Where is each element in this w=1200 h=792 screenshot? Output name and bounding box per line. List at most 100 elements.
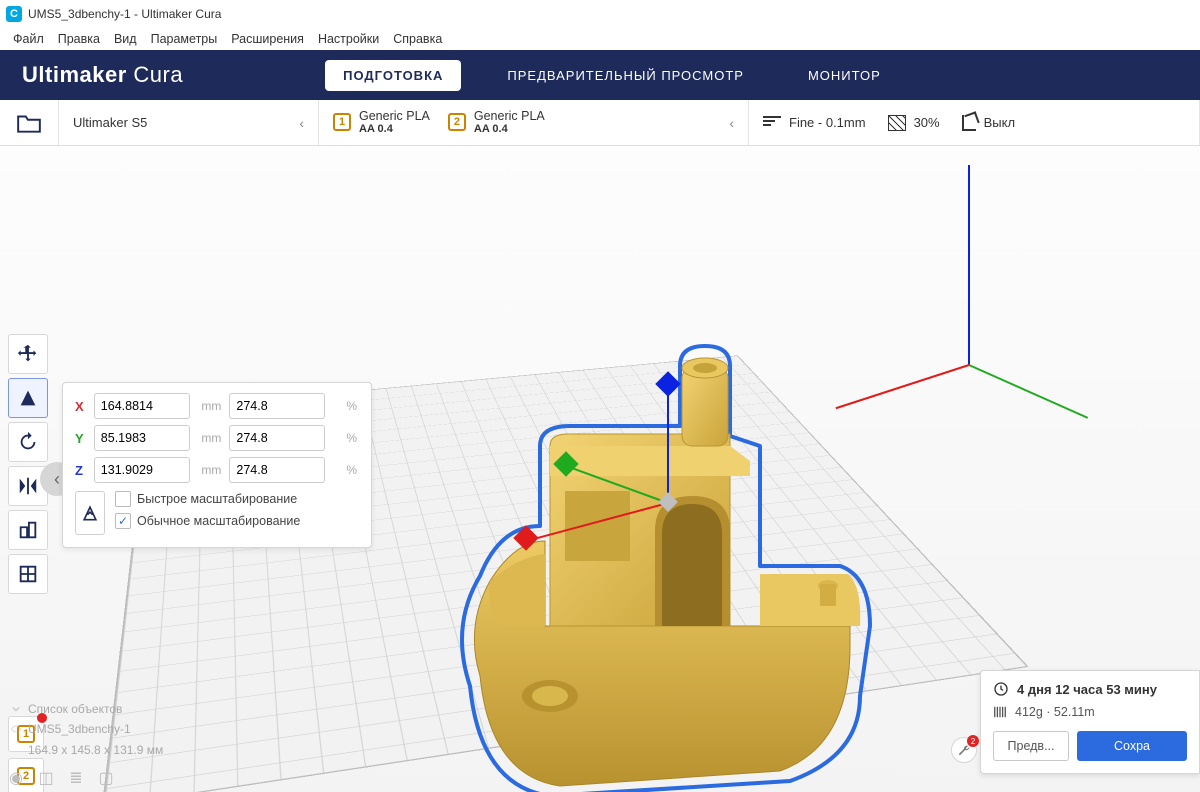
scale-y-mm-input[interactable]: [94, 425, 190, 451]
view-solid-icon[interactable]: ◉: [8, 770, 24, 786]
scale-row-x: X mm %: [75, 393, 359, 419]
tool-per-model[interactable]: [8, 510, 48, 550]
axis-z-icon: [968, 165, 970, 365]
unit-mm: mm: [196, 463, 224, 477]
open-file-button[interactable]: [0, 100, 59, 145]
menu-settings[interactable]: Параметры: [144, 30, 225, 48]
scale-y-pct-input[interactable]: [229, 425, 325, 451]
brand-logo: Ultimaker Cura: [0, 62, 205, 88]
view-front-icon[interactable]: ▢: [98, 770, 114, 786]
origin-axes: [969, 364, 970, 365]
extruder-1[interactable]: 1 Generic PLA AA 0.4: [333, 109, 430, 136]
scale-row-z: Z mm %: [75, 457, 359, 483]
menubar: Файл Правка Вид Параметры Расширения Нас…: [0, 28, 1200, 50]
extruder-badge-1: 1: [333, 113, 351, 131]
brandbar: Ultimaker Cura ПОДГОТОВКА ПРЕДВАРИТЕЛЬНЫ…: [0, 50, 1200, 100]
extruder-selector[interactable]: 1 Generic PLA AA 0.4 2 Generic PLA AA 0.…: [319, 100, 749, 145]
infill-label: 30%: [914, 115, 940, 130]
gizmo-z-axis[interactable]: [667, 383, 669, 503]
custom-settings-button[interactable]: 2: [951, 737, 977, 763]
object-dimensions: 164.9 x 145.8 x 131.9 мм: [10, 740, 163, 760]
tool-move[interactable]: [8, 334, 48, 374]
chevron-icon: [10, 703, 22, 715]
extruder-1-material: Generic PLA: [359, 109, 430, 123]
checkbox-checked-icon: ✓: [115, 513, 131, 529]
extruder-2-core: AA 0.4: [474, 123, 545, 136]
infill-icon: [888, 115, 906, 131]
stage-tabs: ПОДГОТОВКА ПРЕДВАРИТЕЛЬНЫЙ ПРОСМОТР МОНИ…: [325, 60, 899, 91]
material-usage: 412g · 52.11m: [1015, 705, 1095, 719]
object-list-header[interactable]: Список объектов: [10, 699, 163, 719]
scale-x-pct-input[interactable]: [229, 393, 325, 419]
titlebar: C UMS5_3dbenchy-1 - Ultimaker Cura: [0, 0, 1200, 28]
unit-pct: %: [331, 463, 359, 477]
object-list-item[interactable]: UMS5_3dbenchy-1: [10, 719, 163, 739]
window-title: UMS5_3dbenchy-1 - Ultimaker Cura: [28, 7, 221, 21]
menu-preferences[interactable]: Настройки: [311, 30, 386, 48]
snap-scaling-label: Быстрое масштабирование: [137, 492, 297, 506]
scale-x-mm-input[interactable]: [94, 393, 190, 419]
menu-file[interactable]: Файл: [6, 30, 51, 48]
layer-height-icon: [763, 116, 781, 130]
extruder-2[interactable]: 2 Generic PLA AA 0.4: [448, 109, 545, 136]
support-icon: [962, 115, 976, 131]
badge-count: 2: [967, 735, 979, 747]
viewport-3d[interactable]: ‹ 1 2 X mm % Y mm % Z mm %: [0, 146, 1200, 792]
scale-row-y: Y mm %: [75, 425, 359, 451]
printer-selector[interactable]: Ultimaker S5 ‹: [59, 100, 319, 145]
print-settings[interactable]: Fine - 0.1mm 30% Выкл: [749, 100, 1200, 145]
chevron-left-icon: ‹: [299, 115, 304, 131]
clock-icon: [993, 681, 1009, 697]
tab-preview[interactable]: ПРЕДВАРИТЕЛЬНЫЙ ПРОСМОТР: [489, 60, 762, 91]
print-time: 4 дня 12 часа 53 мину: [1017, 682, 1157, 697]
extruder-2-material: Generic PLA: [474, 109, 545, 123]
preview-button[interactable]: Предв...: [993, 731, 1069, 761]
tab-prepare[interactable]: ПОДГОТОВКА: [325, 60, 461, 91]
stagebar: Ultimaker S5 ‹ 1 Generic PLA AA 0.4 2 Ge…: [0, 100, 1200, 146]
axis-label-z: Z: [75, 463, 88, 478]
model-3dbenchy[interactable]: [430, 326, 890, 792]
view-layer-icon[interactable]: ≣: [68, 770, 84, 786]
slice-info-panel: 2 4 дня 12 часа 53 мину 412g · 52.11m Пр…: [980, 670, 1200, 774]
printer-name: Ultimaker S5: [73, 115, 147, 130]
unit-pct: %: [331, 431, 359, 445]
save-button[interactable]: Сохра: [1077, 731, 1187, 761]
print-time-row: 4 дня 12 часа 53 мину: [993, 681, 1187, 697]
uniform-scaling-label: Обычное масштабирование: [137, 514, 300, 528]
snap-scaling-checkbox[interactable]: Быстрое масштабирование: [115, 491, 300, 507]
scale-z-pct-input[interactable]: [229, 457, 325, 483]
extruder-1-core: AA 0.4: [359, 123, 430, 136]
scale-reset-icon[interactable]: [75, 491, 105, 535]
unit-mm: mm: [196, 399, 224, 413]
eye-icon: [10, 723, 22, 735]
app-icon: C: [6, 6, 22, 22]
profile-label: Fine - 0.1mm: [789, 115, 866, 130]
extruder-badge-2: 2: [448, 113, 466, 131]
material-icon: [993, 705, 1007, 719]
tab-monitor[interactable]: МОНИТОР: [790, 60, 899, 91]
unit-mm: mm: [196, 431, 224, 445]
support-label: Выкл: [984, 115, 1015, 130]
view-xray-icon[interactable]: ◫: [38, 770, 54, 786]
tool-support-blocker[interactable]: [8, 554, 48, 594]
axis-label-y: Y: [75, 431, 88, 446]
axis-label-x: X: [75, 399, 88, 414]
object-list: Список объектов UMS5_3dbenchy-1 164.9 x …: [10, 699, 163, 760]
menu-extensions[interactable]: Расширения: [224, 30, 311, 48]
checkbox-icon: [115, 491, 131, 507]
material-row: 412g · 52.11m: [993, 705, 1187, 719]
folder-icon: [8, 109, 50, 137]
chevron-left-icon: ‹: [729, 115, 734, 131]
uniform-scaling-checkbox[interactable]: ✓ Обычное масштабирование: [115, 513, 300, 529]
unit-pct: %: [331, 399, 359, 413]
menu-edit[interactable]: Правка: [51, 30, 107, 48]
menu-view[interactable]: Вид: [107, 30, 144, 48]
left-toolbar: [8, 334, 48, 594]
scale-z-mm-input[interactable]: [94, 457, 190, 483]
tool-rotate[interactable]: [8, 422, 48, 462]
scale-panel: X mm % Y mm % Z mm %: [62, 382, 372, 548]
tool-scale[interactable]: [8, 378, 48, 418]
transform-gizmo[interactable]: [668, 502, 669, 503]
view-mode-icons: ◉ ◫ ≣ ▢: [8, 770, 114, 786]
menu-help[interactable]: Справка: [386, 30, 449, 48]
